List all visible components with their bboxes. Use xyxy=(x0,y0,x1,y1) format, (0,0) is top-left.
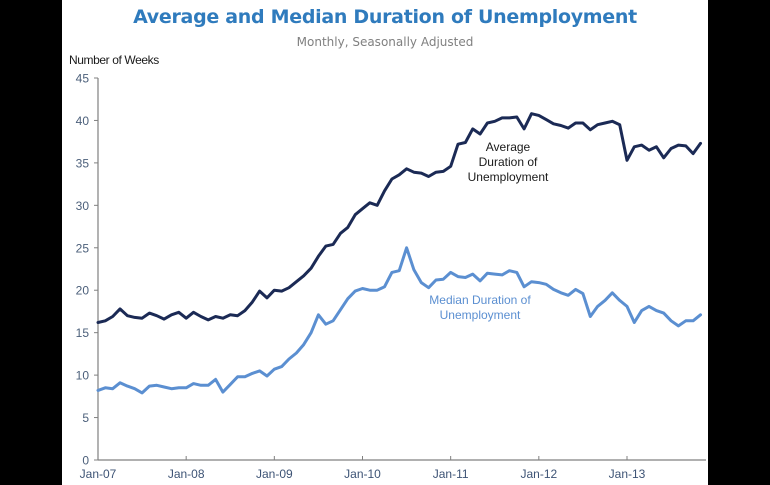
y-axis-ticks: 0 5 10 15 20 25 30 35 40 45 xyxy=(76,72,98,468)
y-tick-label: 30 xyxy=(76,199,90,213)
annotation-average-line-3: Unemployment xyxy=(468,170,549,184)
series-average-duration xyxy=(96,112,702,324)
y-tick-label: 10 xyxy=(76,369,90,383)
y-tick-label: 25 xyxy=(76,241,90,255)
y-tick-label: 35 xyxy=(76,156,90,170)
annotation-average-line-1: Average xyxy=(486,140,531,154)
chart-panel xyxy=(62,0,708,485)
x-tick-label: Jan-08 xyxy=(168,467,205,481)
y-tick-label: 5 xyxy=(82,411,89,425)
x-axis-ticks: Jan-07 Jan-08 Jan-09 Jan-10 Jan-11 Jan-12 Jan-… xyxy=(80,456,646,481)
annotations: Average Duration of Unemployment Median … xyxy=(429,140,549,322)
annotation-average-line-2: Duration of xyxy=(479,155,538,169)
x-tick-label: Jan-11 xyxy=(433,467,469,481)
chart-subtitle: Monthly, Seasonally Adjusted xyxy=(296,35,474,49)
x-tick-label: Jan-09 xyxy=(256,467,293,481)
axes xyxy=(97,78,706,461)
chart-title: Average and Median Duration of Unemploym… xyxy=(133,6,637,28)
x-tick-label: Jan-10 xyxy=(344,467,381,481)
y-axis-label: Number of Weeks xyxy=(69,53,159,67)
annotation-median-line-1: Median Duration of xyxy=(429,293,531,307)
y-tick-label: 0 xyxy=(82,454,89,468)
median-duration-line xyxy=(96,246,702,395)
y-tick-label: 15 xyxy=(76,326,90,340)
y-tick-label: 20 xyxy=(76,284,90,298)
x-tick-label: Jan-13 xyxy=(609,467,646,481)
y-tick-label: 45 xyxy=(76,72,90,86)
y-tick-label: 40 xyxy=(76,114,90,128)
x-tick-label: Jan-07 xyxy=(80,467,117,481)
average-duration-line xyxy=(96,112,702,324)
x-tick-label: Jan-12 xyxy=(520,467,557,481)
annotation-median-line-2: Unemployment xyxy=(440,308,521,322)
series-median-duration xyxy=(96,246,702,395)
series-lines xyxy=(96,112,702,395)
